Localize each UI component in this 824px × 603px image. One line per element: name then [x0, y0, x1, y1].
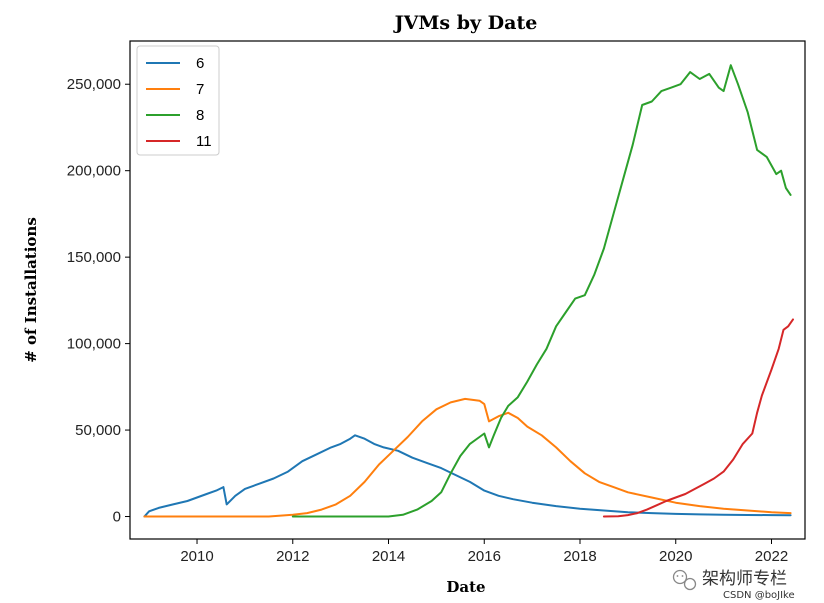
plot-area — [143, 64, 794, 518]
y-tick-label: 150,000 — [67, 249, 121, 266]
legend-item-6: 6 — [146, 55, 204, 72]
series-line-11 — [602, 318, 794, 518]
legend-label-11: 11 — [196, 133, 212, 150]
legend-item-8: 8 — [146, 107, 204, 124]
legend-label-6: 6 — [196, 55, 204, 72]
watermark-credit: CSDN @boJIke — [723, 590, 795, 601]
watermark-text: 架构师专栏 — [702, 569, 787, 589]
series-line-7 — [143, 397, 792, 518]
wechat-icon — [672, 569, 697, 591]
legend: 6 7 8 11 — [136, 45, 220, 156]
watermark: 架构师专栏 CSDN @boJIke — [672, 569, 795, 601]
x-axis-label: Date — [446, 578, 485, 596]
legend-item-11: 11 — [146, 133, 212, 150]
series-line-8 — [291, 64, 792, 518]
plot-frame — [129, 40, 806, 540]
x-axis: 2010 2012 2014 2016 2018 2020 2022 — [180, 539, 788, 565]
legend-box — [136, 45, 220, 156]
y-tick-label: 0 — [113, 509, 121, 526]
x-tick-label: 2020 — [659, 548, 692, 565]
x-tick-label: 2010 — [180, 548, 213, 565]
legend-label-7: 7 — [196, 81, 204, 98]
y-tick-label: 200,000 — [67, 163, 121, 180]
y-tick-label: 100,000 — [67, 336, 121, 353]
x-tick-label: 2018 — [563, 548, 596, 565]
series-line-6 — [143, 434, 792, 518]
y-axis: 0 50,000 100,000 150,000 200,000 250,000 — [67, 76, 130, 526]
legend-label-8: 8 — [196, 107, 204, 124]
y-tick-label: 250,000 — [67, 76, 121, 93]
chart-title: JVMs by Date — [393, 12, 538, 34]
x-tick-label: 2022 — [755, 548, 788, 565]
x-tick-label: 2012 — [276, 548, 309, 565]
y-axis-label: # of Installations — [22, 217, 40, 363]
legend-item-7: 7 — [146, 81, 204, 98]
x-tick-label: 2014 — [372, 548, 405, 565]
x-tick-label: 2016 — [468, 548, 501, 565]
y-tick-label: 50,000 — [75, 422, 121, 439]
